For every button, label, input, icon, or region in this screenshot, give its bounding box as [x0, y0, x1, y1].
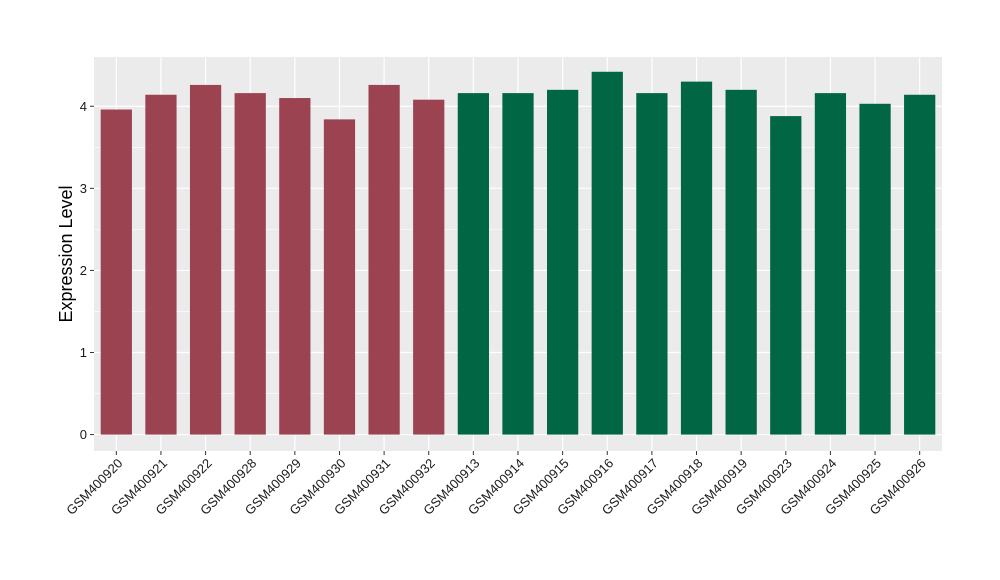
bar-GSM400932: [413, 99, 445, 435]
bar-GSM400915: [547, 89, 579, 435]
bar-GSM400919: [725, 89, 757, 435]
y-tick-label: 4: [80, 99, 87, 114]
bar-GSM400913: [457, 93, 489, 435]
bar-GSM400925: [859, 103, 891, 435]
bar-GSM400930: [323, 119, 356, 435]
bar-GSM400924: [814, 93, 847, 435]
bar-GSM400921: [145, 94, 177, 435]
bar-GSM400914: [502, 93, 534, 435]
y-tick-label: 3: [80, 181, 87, 196]
bar-GSM400916: [591, 71, 623, 435]
bar-GSM400928: [234, 93, 266, 435]
bar-GSM400929: [279, 98, 311, 435]
y-tick-label: 0: [80, 427, 87, 442]
y-tick-label: 2: [80, 263, 87, 278]
y-axis-title: Expression Level: [56, 185, 76, 322]
bar-GSM400917: [636, 93, 668, 435]
bars: [100, 71, 936, 435]
bar-GSM400923: [770, 116, 802, 435]
y-tick-label: 1: [80, 345, 87, 360]
bar-GSM400920: [100, 109, 132, 435]
bar-GSM400926: [904, 94, 936, 435]
y-axis: 0 1 2 3 4: [80, 99, 94, 442]
bar-GSM400918: [680, 81, 713, 435]
bar-GSM400931: [368, 84, 400, 435]
bar-GSM400922: [189, 84, 222, 435]
x-axis: GSM400920GSM400921GSM400922GSM400928GSM4…: [63, 451, 929, 518]
